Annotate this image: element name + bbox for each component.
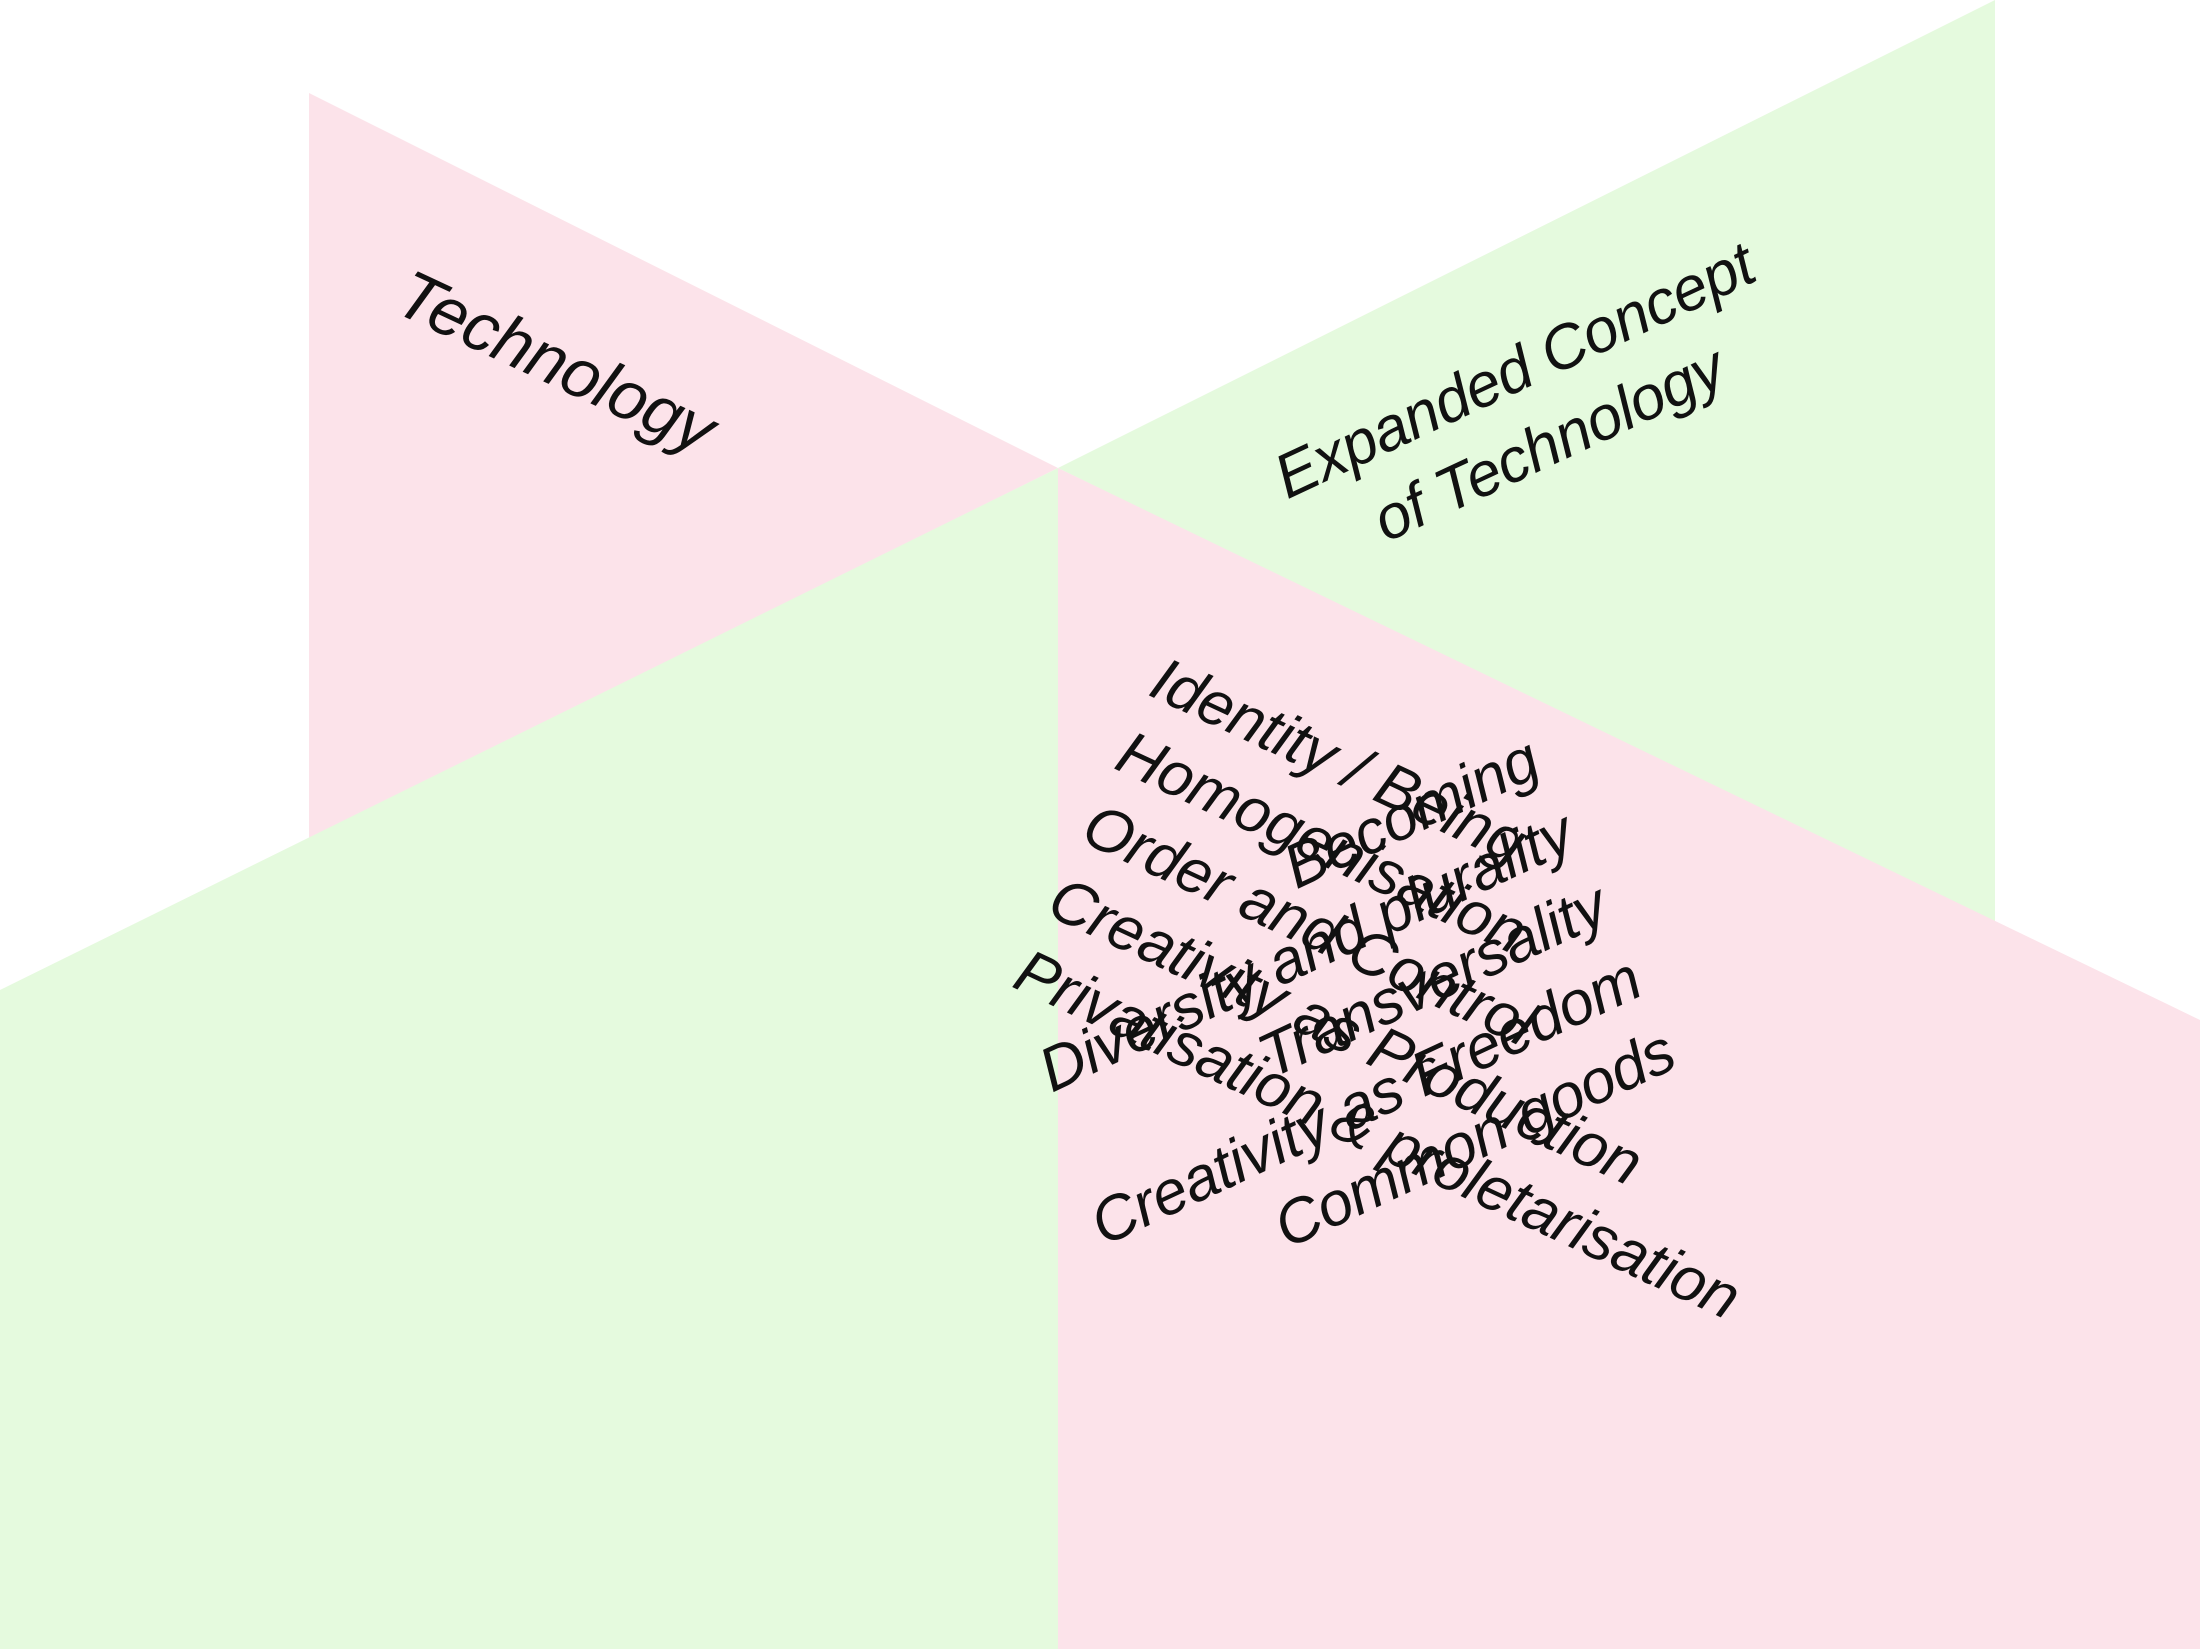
quadrant-technology-attributes[interactable]	[1058, 468, 2200, 1649]
quadrant-technology-heading[interactable]	[309, 93, 1058, 840]
quadrant-expanded-concept-attributes[interactable]	[0, 468, 1058, 1649]
quadrant-expanded-concept-heading[interactable]	[1058, 0, 1995, 928]
